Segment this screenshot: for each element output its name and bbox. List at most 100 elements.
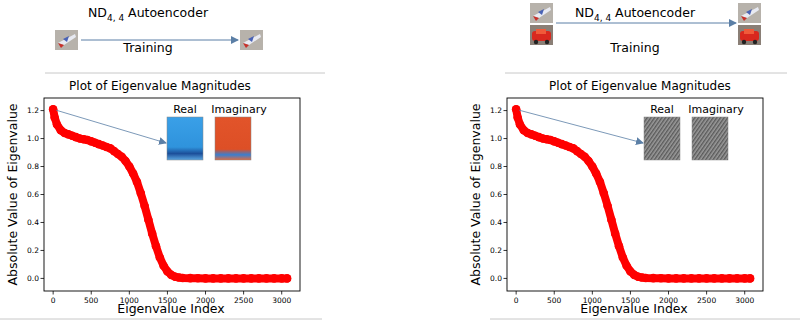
data-point: [619, 253, 628, 262]
x-tick: [744, 291, 745, 295]
eigenvector-image: [692, 117, 728, 160]
data-point: [186, 274, 195, 283]
inset-label: Real: [173, 103, 197, 116]
image-detail: [58, 34, 76, 45]
data-point: [611, 229, 620, 238]
x-tick: [205, 291, 206, 295]
image-detail: [746, 9, 752, 15]
y-tick: [41, 166, 45, 167]
data-point: [209, 274, 218, 283]
data-point: [247, 274, 256, 283]
y-tick-label: 1.2: [490, 106, 502, 115]
y-tick-label: 0.8: [27, 162, 39, 171]
y-tick-label: 0.4: [490, 218, 502, 227]
data-point: [641, 274, 650, 283]
data-point: [672, 274, 681, 283]
chart-title: Plot of Eigenvalue Magnitudes: [69, 79, 251, 93]
x-tick: [53, 291, 54, 295]
data-group: [49, 105, 292, 283]
eigenvector-image: [167, 117, 203, 160]
x-tick-label: 0: [51, 296, 56, 305]
panel: ND4, 4 Autoencoder Training Plot of Eigenv…: [0, 5, 325, 319]
data-point: [599, 189, 608, 198]
data-point: [710, 274, 719, 283]
series-line: [53, 109, 287, 278]
x-tick: [706, 291, 707, 295]
x-tick: [554, 291, 555, 295]
data-point: [664, 274, 673, 283]
x-tick: [281, 291, 282, 295]
plot-frame: [44, 98, 300, 291]
y-tick-label: 1.0: [490, 134, 502, 143]
data-point: [140, 201, 149, 210]
x-axis-label: Eigenvalue Index: [580, 301, 687, 316]
stage-label: Training: [122, 40, 172, 55]
image-detail: [534, 40, 538, 44]
data-point: [592, 169, 601, 178]
model-suffix: Autoencoder: [124, 5, 209, 20]
y-tick-label: 0.4: [27, 218, 39, 227]
data-point: [615, 242, 624, 251]
y-tick: [504, 278, 508, 279]
input-image: [530, 3, 553, 23]
data-point: [262, 274, 271, 283]
data-point: [216, 274, 225, 283]
image-detail: [545, 40, 549, 44]
x-tick: [516, 291, 517, 295]
x-tick: [167, 291, 168, 295]
separator: [45, 73, 325, 74]
x-tick-label: 2500: [234, 296, 253, 305]
y-tick: [504, 166, 508, 167]
model-name: ND: [88, 5, 107, 20]
inset-arrow: [56, 110, 166, 143]
image-detail: [742, 40, 746, 44]
data-point: [194, 274, 203, 283]
y-tick-label: 1.0: [27, 134, 39, 143]
data-point: [512, 105, 521, 114]
data-point: [152, 242, 161, 251]
y-tick: [41, 194, 45, 195]
inset-label: Imaginary: [688, 103, 744, 116]
data-point: [255, 274, 264, 283]
image-detail: [248, 36, 254, 42]
y-tick: [504, 194, 508, 195]
image-detail: [533, 7, 551, 18]
input-image: [738, 3, 761, 23]
model-name: ND: [575, 5, 594, 20]
y-tick-label: 1.2: [27, 106, 39, 115]
y-tick: [41, 250, 45, 251]
data-point: [129, 169, 138, 178]
y-tick-label: 0.6: [27, 190, 39, 199]
y-tick-label: 0.0: [490, 274, 502, 283]
data-point: [679, 274, 688, 283]
image-detail: [741, 16, 747, 21]
chart-title: Plot of Eigenvalue Magnitudes: [549, 79, 731, 93]
x-tick-label: 500: [547, 296, 562, 305]
y-tick: [504, 110, 508, 111]
x-tick-label: 500: [84, 296, 99, 305]
data-point: [603, 201, 612, 210]
image-detail: [741, 7, 759, 18]
y-tick-label: 0.6: [490, 190, 502, 199]
data-point: [733, 274, 742, 283]
image-detail: [744, 29, 754, 34]
inset-label: Imaginary: [211, 103, 267, 116]
data-point: [283, 274, 292, 283]
model-subscript: 4, 4: [107, 13, 124, 23]
data-point: [201, 274, 210, 283]
x-tick: [592, 291, 593, 295]
image-detail: [538, 9, 544, 15]
image-detail: [243, 43, 249, 48]
input-image: [530, 25, 553, 45]
data-point: [232, 274, 241, 283]
data-point: [224, 274, 233, 283]
data-point: [725, 274, 734, 283]
y-tick: [41, 110, 45, 111]
y-tick-label: 0.2: [490, 246, 502, 255]
image-detail: [63, 36, 69, 42]
separator: [505, 73, 787, 74]
x-tick: [668, 291, 669, 295]
x-tick: [630, 291, 631, 295]
data-point: [156, 253, 165, 262]
x-tick: [91, 291, 92, 295]
